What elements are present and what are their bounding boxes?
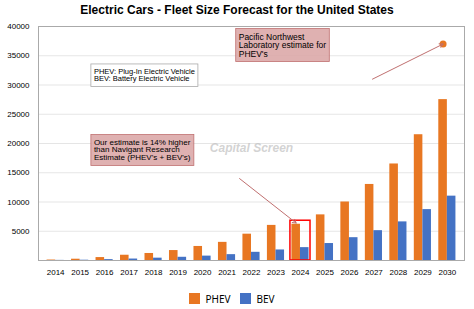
svg-text:30000: 30000 [7,81,30,90]
svg-text:40000: 40000 [7,22,30,31]
svg-text:Our estimate is 14% higherthan: Our estimate is 14% higherthan Navigant … [94,138,191,163]
svg-text:Pacific NorthwestLaboratory es: Pacific NorthwestLaboratory estimate for… [239,32,327,59]
svg-text:5000: 5000 [12,227,30,236]
svg-text:10000: 10000 [7,198,30,207]
svg-text:2029: 2029 [414,268,432,277]
svg-text:2027: 2027 [365,268,383,277]
svg-text:15000: 15000 [7,168,30,177]
svg-text:2024: 2024 [292,268,310,277]
svg-text:2021: 2021 [218,268,236,277]
svg-text:2025: 2025 [316,268,334,277]
svg-text:2030: 2030 [438,268,456,277]
svg-text:2023: 2023 [267,268,285,277]
svg-text:Capital Screen: Capital Screen [210,141,293,155]
svg-text:25000: 25000 [7,110,30,119]
html-text:BEV: BEV [256,291,275,306]
svg-text:2018: 2018 [145,268,163,277]
svg-text:2022: 2022 [243,268,261,277]
svg-text:2016: 2016 [96,268,114,277]
svg-text:2019: 2019 [169,268,187,277]
svg-text:2017: 2017 [120,268,138,277]
svg-text:2015: 2015 [71,268,89,277]
svg-text:2028: 2028 [389,268,407,277]
svg-text:2020: 2020 [194,268,212,277]
svg-text:35000: 35000 [7,51,30,60]
svg-text:2014: 2014 [47,268,65,277]
html-text:PHEV: PHEV [205,291,231,306]
svg-text:PHEV: Plug-In Electric Vehicle: PHEV: Plug-In Electric VehicleBEV: Batte… [94,67,195,84]
svg-text:2026: 2026 [341,268,359,277]
svg-text:20000: 20000 [7,139,30,148]
html-text:Electric Cars - Fleet Size For: Electric Cars - Fleet Size Forecast for … [80,3,394,17]
